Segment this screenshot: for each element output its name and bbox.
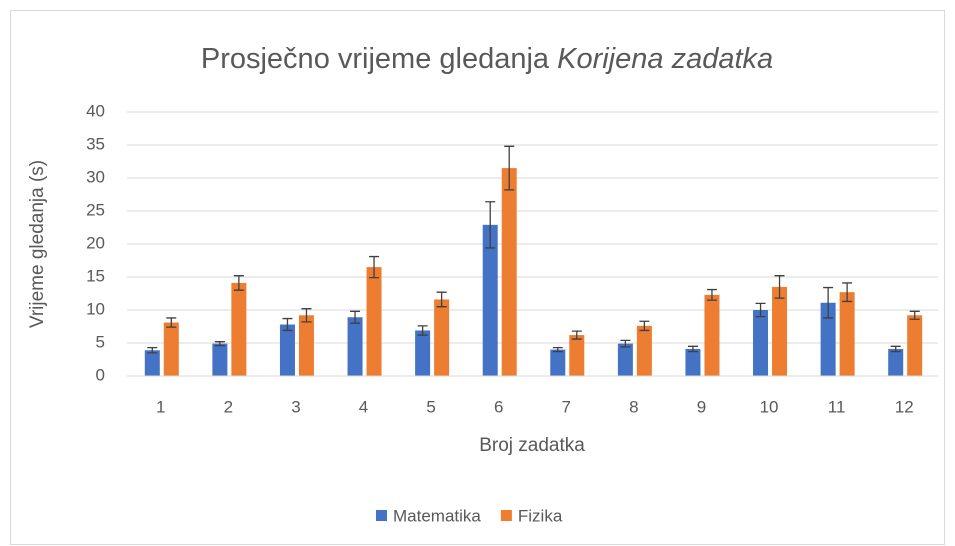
- y-tick-label: 30: [86, 167, 105, 186]
- bar: [366, 267, 382, 376]
- bar: [550, 349, 566, 376]
- error-bar: [890, 345, 901, 353]
- y-tick-label: 15: [86, 266, 105, 285]
- error-bar: [639, 320, 650, 332]
- x-tick-label: 5: [426, 397, 435, 416]
- bar: [636, 325, 652, 376]
- error-bar: [282, 317, 293, 332]
- bar: [415, 330, 431, 376]
- title-emphasis: Korijena zadatka: [557, 43, 773, 75]
- y-tick-label: 5: [96, 332, 105, 351]
- error-bar: [301, 308, 312, 323]
- x-tick-label: 4: [359, 397, 368, 416]
- error-bar: [842, 282, 853, 303]
- bar: [298, 315, 314, 376]
- error-bar: [755, 302, 766, 318]
- x-tick-label: 1: [156, 397, 165, 416]
- x-tick-label: 12: [895, 397, 914, 416]
- x-tick-label: 10: [760, 397, 779, 416]
- error-bar: [687, 345, 698, 353]
- x-tick-label: 8: [629, 397, 638, 416]
- error-bar: [485, 201, 496, 249]
- x-tick-label: 9: [697, 397, 706, 416]
- error-bar: [369, 255, 380, 279]
- y-tick-label: 40: [86, 101, 105, 120]
- error-bar: [417, 325, 428, 336]
- legend-label: Fizika: [518, 506, 563, 525]
- error-bar: [350, 310, 361, 324]
- error-bar: [571, 330, 582, 340]
- bar: [231, 282, 247, 376]
- y-tick-label: 25: [86, 200, 105, 219]
- bar: [704, 294, 720, 376]
- bar: [144, 350, 160, 376]
- x-tick-label: 6: [494, 397, 503, 416]
- x-axis-label: Broj zadatka: [479, 435, 585, 456]
- legend-label: Matematika: [393, 506, 481, 525]
- bar: [772, 286, 788, 376]
- bar: [501, 168, 517, 376]
- y-tick-label: 35: [86, 134, 105, 153]
- bar: [347, 317, 363, 376]
- error-bar: [706, 288, 717, 301]
- bar: [685, 348, 701, 376]
- bar: [569, 335, 585, 376]
- bar: [212, 343, 228, 376]
- error-bar: [147, 346, 158, 354]
- legend-swatch: [376, 510, 387, 521]
- x-tick-label: 11: [828, 397, 846, 416]
- error-bar: [620, 339, 631, 348]
- error-bar: [436, 291, 447, 308]
- error-bar: [214, 341, 225, 347]
- title-text: Prosječno vrijeme gledanja: [201, 43, 550, 75]
- legend-swatch: [500, 510, 512, 521]
- y-tick-label: 20: [86, 233, 105, 252]
- chart-title: Prosječno vrijeme gledanja Korijena zada…: [201, 43, 773, 75]
- error-bar: [774, 275, 785, 299]
- bar: [163, 322, 179, 376]
- bar: [907, 315, 923, 376]
- error-bar: [166, 317, 177, 328]
- y-tick-label: 0: [96, 365, 105, 384]
- y-tick-label: 10: [86, 299, 105, 318]
- x-tick-label: 3: [291, 397, 300, 416]
- error-bar: [504, 145, 515, 191]
- bar: [820, 302, 836, 376]
- x-tick-label: 7: [562, 397, 571, 416]
- error-bar: [552, 346, 563, 353]
- bar: [617, 343, 633, 376]
- bar: [839, 292, 855, 376]
- bar: [482, 224, 498, 376]
- y-axis-label: Vrijeme gledanja (s): [27, 160, 48, 328]
- bar: [753, 310, 769, 376]
- error-bar: [823, 286, 834, 319]
- bar: [279, 324, 295, 376]
- x-tick-label: 2: [224, 397, 233, 416]
- bar: [434, 299, 450, 376]
- error-bar: [909, 310, 920, 320]
- error-bar: [233, 275, 244, 291]
- bar: [888, 348, 904, 376]
